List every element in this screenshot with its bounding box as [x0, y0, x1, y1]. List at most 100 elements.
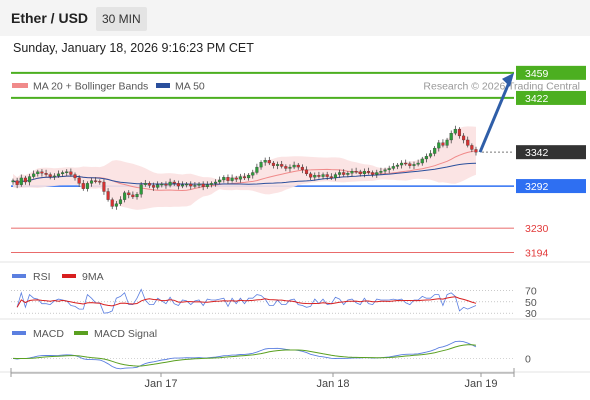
candle-body — [218, 179, 222, 183]
candle-body — [251, 172, 255, 176]
candle-body — [89, 180, 94, 184]
candle-body — [474, 149, 478, 153]
rsi-legend-label: RSI — [33, 271, 51, 283]
candle-body — [197, 183, 201, 186]
candle-body — [292, 164, 296, 168]
candle-body — [209, 183, 213, 185]
candle-body — [69, 171, 73, 175]
bollinger-bands — [12, 126, 477, 210]
candle-body — [156, 184, 160, 188]
candle-body — [139, 184, 143, 195]
rsi-legend: RSI 9MA — [12, 271, 104, 283]
rsi-tick-label: 70 — [525, 286, 537, 298]
candle-body — [354, 171, 358, 173]
candle-body — [40, 171, 44, 174]
candle-body — [185, 183, 189, 186]
candle-body — [437, 142, 441, 149]
candle-body — [470, 145, 474, 150]
level-label-3194: 3194 — [525, 248, 549, 260]
candle-body — [416, 162, 420, 165]
candle-body — [412, 164, 416, 166]
candle-body — [27, 176, 32, 183]
candle-body — [375, 172, 379, 175]
candle-body — [366, 171, 371, 173]
candle-body — [457, 128, 462, 137]
candle-body — [350, 171, 354, 174]
macd-signal-legend-label: MACD Signal — [94, 328, 157, 340]
rsi-ma-legend-label: 9MA — [82, 271, 104, 283]
x-tick-label: Jan 19 — [464, 378, 497, 390]
candle-body — [242, 176, 247, 179]
candle-body — [338, 172, 342, 175]
candle-body — [214, 181, 218, 184]
candle-body — [193, 185, 197, 187]
candle-body — [147, 183, 151, 186]
candle-body — [300, 166, 304, 170]
candle-body — [276, 164, 280, 166]
candle-body — [94, 180, 98, 182]
candle-body — [466, 139, 470, 146]
candle-body — [445, 139, 449, 146]
x-tick-label: Jan 17 — [144, 378, 177, 390]
forecast-arrow — [478, 72, 514, 153]
bollinger-band-area — [13, 126, 476, 210]
ma20-legend-swatch — [12, 83, 28, 88]
price-levels: 3459 3422 3342 3292 3230 3194 — [11, 65, 586, 260]
candle-body — [176, 183, 180, 187]
ma50-line — [12, 162, 477, 185]
candle-body — [288, 166, 292, 169]
candle-body — [106, 191, 110, 200]
rsi-ma-line — [16, 296, 477, 308]
candle-body — [462, 135, 466, 141]
rsi-line — [16, 288, 477, 314]
candle-body — [371, 172, 375, 175]
x-tick-label: Jan 18 — [316, 378, 349, 390]
candle-body — [321, 174, 325, 177]
level-label-3422: 3422 — [525, 93, 549, 105]
forecast-arrow-shaft — [478, 77, 513, 153]
candle-body — [333, 174, 337, 179]
macd-line — [12, 340, 477, 370]
macd-legend: MACD MACD Signal — [12, 328, 157, 340]
candle-body — [85, 183, 89, 189]
candle-body — [325, 174, 329, 177]
candle-body — [304, 169, 309, 175]
candle-body — [404, 162, 408, 165]
macd-tick-label: 0 — [525, 353, 531, 365]
candle-body — [309, 173, 313, 178]
candle-body — [114, 203, 118, 207]
candle-body — [201, 183, 205, 187]
candle-body — [160, 183, 164, 186]
candle-body — [127, 192, 131, 196]
candle-body — [255, 166, 259, 173]
level-badge-3422 — [516, 90, 586, 105]
panel-dividers — [0, 261, 590, 373]
candle-body — [168, 181, 172, 186]
level-badge-3342 — [516, 145, 586, 160]
candle-body — [379, 171, 383, 173]
candle-body — [317, 175, 321, 177]
candle-body — [391, 166, 395, 169]
forecast-arrow-head — [502, 72, 514, 87]
candle-body — [428, 153, 433, 157]
candle-body — [441, 142, 445, 146]
timeframe-badge[interactable]: 30 MIN — [96, 7, 147, 31]
level-badge-3292 — [516, 179, 586, 194]
candle-body — [247, 175, 251, 179]
candle-body — [15, 180, 19, 185]
candle-body — [408, 163, 412, 166]
candle-body — [65, 171, 69, 173]
ma20-legend-label: MA 20 + Bollinger Bands — [33, 81, 148, 93]
rsi-tick-label: 50 — [525, 297, 537, 309]
candle-body — [172, 181, 176, 184]
candle-body — [280, 164, 284, 167]
ma50-legend-label: MA 50 — [175, 81, 205, 93]
candle-body — [32, 173, 36, 177]
watermark: Research © 2026 Trading Central — [423, 81, 580, 93]
candle-body — [234, 177, 238, 180]
candle-body — [61, 172, 65, 175]
candle-body — [362, 171, 366, 175]
instrument-title: Ether / USD — [11, 10, 89, 26]
candle-body — [230, 177, 234, 181]
